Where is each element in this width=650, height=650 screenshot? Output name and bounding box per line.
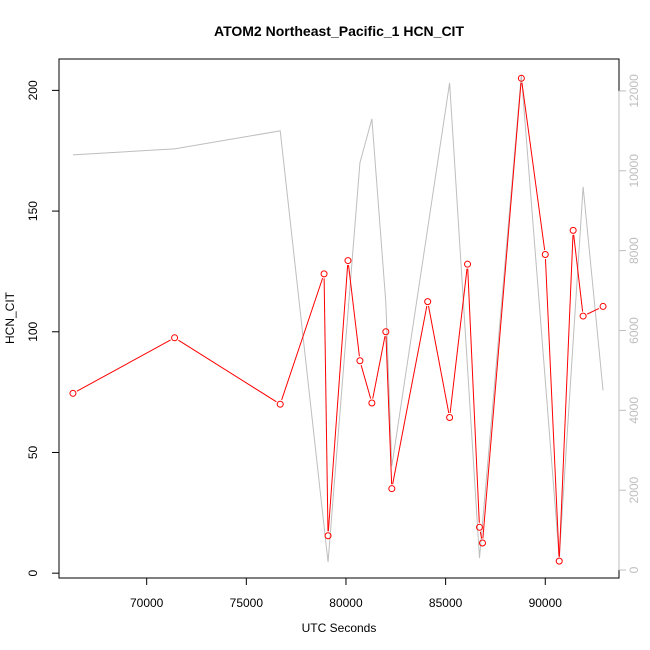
left-series-layer — [69, 74, 607, 565]
series-line-segment — [281, 277, 324, 401]
x-tick-label: 90000 — [529, 596, 563, 610]
data-point — [388, 485, 396, 493]
data-point — [478, 539, 486, 547]
x-axis: 70000 75000 80000 85000 90000 — [130, 577, 563, 610]
series-line-segment — [372, 336, 386, 399]
series-line-segment — [392, 305, 428, 485]
data-point — [424, 298, 432, 306]
data-point — [464, 260, 472, 268]
series-line-segment — [544, 259, 560, 557]
y-tick-label: 150 — [26, 201, 40, 221]
data-point — [475, 523, 483, 531]
series-line-segment — [385, 336, 393, 485]
data-point — [517, 74, 525, 82]
data-point — [579, 312, 587, 320]
chart-title: ATOM2 Northeast_Pacific_1 HCN_CIT — [214, 23, 464, 39]
y-right-tick-label: 12000 — [627, 74, 641, 108]
series-line-segment — [521, 82, 546, 251]
series-line-segment — [178, 339, 277, 403]
data-point — [599, 302, 607, 310]
plot-frame — [58, 58, 620, 579]
x-tick-label: 80000 — [329, 596, 363, 610]
x-tick-label: 75000 — [230, 596, 264, 610]
y-right-tick-label: 4000 — [627, 397, 641, 424]
series-line-segment — [76, 339, 171, 392]
series-line-segment — [467, 268, 480, 523]
data-point — [368, 399, 376, 407]
series-line-segment — [348, 264, 360, 357]
x-tick-label: 85000 — [429, 596, 463, 610]
series-line-segment — [323, 278, 329, 532]
y-right-tick-label: 0 — [627, 566, 641, 573]
data-point — [324, 532, 332, 540]
data-point — [171, 334, 179, 342]
y-tick-label: 200 — [26, 80, 40, 100]
data-point — [356, 357, 364, 365]
series-line-segment — [327, 265, 349, 532]
x-tick-label: 70000 — [130, 596, 164, 610]
data-point — [541, 251, 549, 259]
y-right-tick-label: 10000 — [627, 154, 641, 188]
y-tick-label: 100 — [26, 321, 40, 341]
y-tick-label: 50 — [26, 445, 40, 459]
y-tick-label: 0 — [26, 570, 40, 577]
y-axis-right: 0 2000 4000 6000 8000 10000 12000 — [618, 74, 641, 573]
series-line-segment — [573, 234, 584, 312]
series-line-segment — [360, 364, 372, 399]
right-series-layer — [72, 74, 604, 563]
data-point — [446, 413, 454, 421]
series-line-segment — [482, 82, 522, 539]
y-axis-left: 0 50 100 150 200 — [26, 80, 60, 577]
data-point — [569, 226, 577, 234]
y-axis-label: HCN_CIT — [3, 291, 17, 344]
series-line-segment — [479, 531, 483, 539]
series-line — [72, 74, 604, 563]
data-point — [344, 257, 352, 265]
data-point — [276, 400, 284, 408]
data-point — [555, 557, 563, 565]
data-point — [320, 270, 328, 278]
series-line-segment — [428, 305, 450, 414]
x-axis-label: UTC Seconds — [302, 621, 377, 635]
y-right-tick-label: 6000 — [627, 317, 641, 344]
y-right-tick-label: 8000 — [627, 237, 641, 264]
data-point — [382, 328, 390, 336]
series-line-segment — [449, 268, 468, 414]
data-point — [69, 389, 77, 397]
y-right-tick-label: 2000 — [627, 476, 641, 503]
series-line-segment — [558, 234, 574, 557]
series-line-segment — [586, 307, 600, 315]
